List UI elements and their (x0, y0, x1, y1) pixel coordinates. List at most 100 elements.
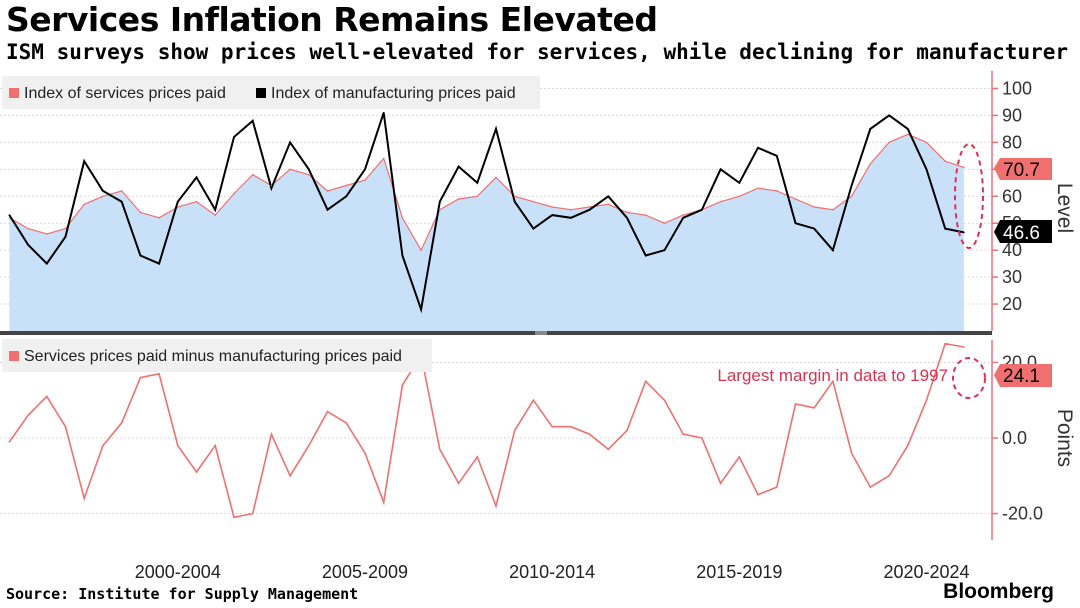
services-last-value-box (994, 158, 1052, 180)
spread-point (607, 448, 610, 451)
top-legend-background (2, 76, 540, 109)
spread-point (832, 380, 834, 383)
services-point (83, 203, 85, 206)
manufacturing-point (364, 168, 366, 171)
manufacturing-point (738, 182, 741, 184)
spread-point (663, 399, 666, 402)
manufacturing-point (102, 190, 104, 192)
manufacturing-point (495, 128, 497, 130)
spread-point (364, 452, 366, 454)
services-point (382, 157, 385, 160)
spread-point (570, 425, 572, 428)
services-point (682, 214, 684, 216)
spread-last-value-label: 24.1 (994, 364, 1052, 387)
services-point (120, 190, 123, 192)
spread-last-value-box (994, 364, 1052, 387)
services-point (364, 179, 366, 181)
manufacturing-line (8, 112, 965, 314)
manufacturing-point (8, 214, 11, 216)
manufacturing-point (794, 222, 797, 224)
spread-point (963, 346, 965, 348)
manufacturing-point (532, 227, 535, 230)
legend-label-manufacturing: Index of manufacturing prices paid (271, 85, 516, 102)
manufacturing-point (457, 165, 460, 168)
spread-point (8, 441, 11, 443)
services-point (663, 222, 666, 224)
spread-point (102, 444, 104, 447)
manufacturing-point (551, 214, 553, 216)
services-point (626, 211, 628, 214)
spread-point (27, 414, 29, 417)
top-ytick-label-30: 30 (1002, 267, 1022, 287)
services-line (9, 133, 965, 252)
manufacturing-point (869, 128, 872, 130)
manufacturing-point (27, 244, 29, 246)
manufacturing-point (345, 195, 348, 198)
manufacturing-point (588, 208, 591, 211)
manufacturing-point (850, 184, 853, 187)
manufacturing-point (813, 227, 815, 230)
manufacturing-point (382, 111, 385, 114)
manufacturing-point (626, 217, 628, 219)
spread-point (944, 342, 946, 345)
legend-label-services: Index of services prices paid (24, 85, 226, 102)
services-point (64, 227, 67, 230)
x-tick-label-2020-2024: 2020-2024 (883, 562, 969, 582)
spread-point (158, 373, 160, 375)
source-note: Source: Institute for Supply Management (6, 585, 359, 603)
services-point (738, 195, 741, 198)
services-point (289, 168, 291, 171)
chart-subtitle: ISM surveys show prices well-elevated fo… (6, 40, 1069, 64)
manufacturing-point (607, 195, 610, 198)
spread-point (139, 376, 142, 379)
top-ytick-label-100: 100 (1002, 78, 1032, 98)
services-point (177, 206, 179, 208)
services-point (326, 190, 329, 192)
spread-point (457, 482, 460, 485)
top-ytick-label-60: 60 (1002, 186, 1022, 206)
top-highlight-ellipse (954, 143, 984, 249)
manufacturing-point (701, 208, 703, 211)
services-point (570, 208, 572, 211)
panel-divider-handle (535, 331, 547, 335)
spread-point (794, 403, 797, 405)
services-point (944, 160, 946, 162)
x-tick-label-2000-2004: 2000-2004 (135, 562, 221, 582)
manufacturing-point (513, 200, 516, 203)
services-point (963, 166, 965, 169)
manufacturing-point (120, 200, 123, 203)
spread-point (776, 486, 778, 488)
bottom-panel-series (8, 342, 965, 519)
spread-point (888, 475, 890, 477)
spread-point (532, 399, 535, 402)
spread-point (214, 444, 216, 447)
spread-point (738, 456, 741, 458)
services-point (776, 190, 778, 192)
services-point (251, 173, 254, 176)
spread-point (925, 399, 928, 402)
manufacturing-point (925, 168, 928, 171)
manufacturing-point (476, 182, 479, 184)
spread-point (64, 425, 67, 428)
spread-point (289, 475, 291, 477)
manufacturing-point (139, 254, 142, 257)
services-point (757, 187, 759, 189)
manufacturing-point (888, 114, 890, 117)
spread-point (813, 407, 815, 409)
manufacturing-point (776, 155, 778, 157)
spread-point (439, 448, 441, 451)
services-point (907, 133, 909, 136)
manufacturing-point (289, 141, 291, 144)
x-tick-label-2015-2019: 2015-2019 (696, 562, 782, 582)
services-point (308, 173, 310, 176)
chart-title: Services Inflation Remains Elevated (6, 0, 658, 39)
manufacturing-point (195, 176, 198, 179)
legend-swatch-manufacturing (256, 88, 266, 98)
legend-swatch-spread (9, 351, 19, 361)
services-point (869, 163, 872, 165)
spread-point (588, 433, 591, 436)
spread-point (308, 444, 310, 447)
top-ytick-label-80: 80 (1002, 132, 1022, 152)
spread-point (345, 422, 348, 424)
